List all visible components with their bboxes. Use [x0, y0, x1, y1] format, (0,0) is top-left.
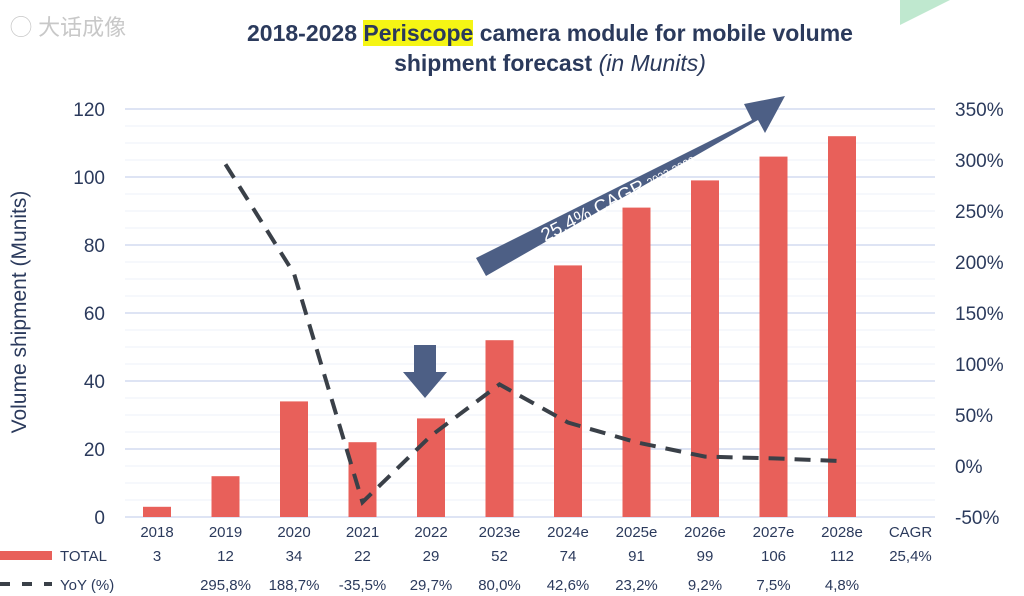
x-tick-label: 2024e — [547, 524, 589, 541]
total-value: 29 — [423, 548, 440, 565]
x-tick-label: 2021 — [346, 524, 379, 541]
y2-tick-label: -50% — [955, 508, 999, 529]
x-tick-label: 2026e — [684, 524, 726, 541]
bar-2025e — [622, 207, 651, 517]
yoy-value: -35,5% — [339, 577, 387, 594]
yoy-value: 295,8% — [200, 577, 251, 594]
y2-tick-label: 300% — [955, 151, 1004, 172]
watermark: ◯ 大话成像 — [10, 15, 127, 40]
x-tick-label: 2022 — [414, 524, 447, 541]
total-value: 112 — [830, 548, 854, 565]
yoy-value: 23,2% — [615, 577, 658, 594]
y-tick-label: 60 — [84, 304, 105, 325]
total-value: 22 — [354, 548, 371, 565]
bar-2023e — [485, 340, 514, 517]
yoy-value: 42,6% — [547, 577, 590, 594]
legend-total-label: TOTAL — [60, 548, 107, 565]
bar-2028e — [828, 136, 856, 517]
y-tick-label: 120 — [73, 100, 105, 121]
x-tick-label: 2019 — [209, 524, 242, 541]
total-value: 106 — [761, 548, 786, 565]
total-value: 91 — [628, 548, 645, 565]
total-value: 99 — [697, 548, 714, 565]
bar-2027e — [759, 156, 788, 517]
total-value: 25,4% — [889, 548, 932, 565]
x-tick-label: 2025e — [616, 524, 658, 541]
y2-tick-label: 150% — [955, 304, 1004, 325]
cagr-annotation: 25.4% CAGR2022-2028 — [538, 150, 700, 246]
yoy-value: 7,5% — [756, 577, 790, 594]
yoy-value: 9,2% — [688, 577, 722, 594]
y2-tick-label: 200% — [955, 253, 1004, 274]
total-value: 34 — [286, 548, 303, 565]
legend-total-swatch — [0, 551, 52, 560]
bar-2022 — [417, 418, 445, 517]
x-tick-label: 2018 — [140, 524, 173, 541]
y2-tick-label: 250% — [955, 202, 1004, 223]
x-tick-label: 2023e — [479, 524, 521, 541]
bar-2024e — [554, 265, 582, 517]
down-arrow — [403, 345, 447, 398]
x-tick-label: 2020 — [277, 524, 310, 541]
y-tick-label: 80 — [84, 236, 105, 257]
y2-tick-label: 0% — [955, 457, 983, 478]
bar-2019 — [211, 476, 240, 517]
total-value: 52 — [491, 548, 508, 565]
total-value: 74 — [560, 548, 577, 565]
y2-tick-label: 100% — [955, 355, 1004, 376]
bar-2020 — [280, 401, 308, 517]
chart-title: 2018-2028 Periscope camera module for mo… — [247, 20, 853, 46]
cagr-arrow — [476, 96, 785, 276]
y2-tick-label: 50% — [955, 406, 993, 427]
legend-yoy-label: YoY (%) — [60, 577, 114, 594]
bar-2021 — [348, 442, 377, 517]
y2-tick-label: 350% — [955, 100, 1004, 121]
yoy-line — [223, 163, 843, 506]
x-tick-label: 2027e — [753, 524, 795, 541]
x-tick-label: CAGR — [889, 524, 933, 541]
bar-2018 — [143, 506, 171, 517]
bar-2026e — [691, 180, 719, 517]
yoy-value: 80,0% — [478, 577, 521, 594]
y-tick-label: 100 — [73, 168, 105, 189]
yoy-value: 29,7% — [410, 577, 453, 594]
corner-decoration — [900, 0, 950, 25]
x-tick-label: 2028e — [821, 524, 863, 541]
total-value: 12 — [217, 548, 234, 565]
yoy-value: 188,7% — [269, 577, 320, 594]
total-value: 3 — [153, 548, 161, 565]
y-tick-label: 0 — [94, 508, 105, 529]
y-tick-label: 40 — [84, 372, 105, 393]
chart-title-line2: shipment forecast (in Munits) — [394, 50, 706, 76]
y-tick-label: 20 — [84, 440, 105, 461]
yoy-value: 4,8% — [825, 577, 859, 594]
